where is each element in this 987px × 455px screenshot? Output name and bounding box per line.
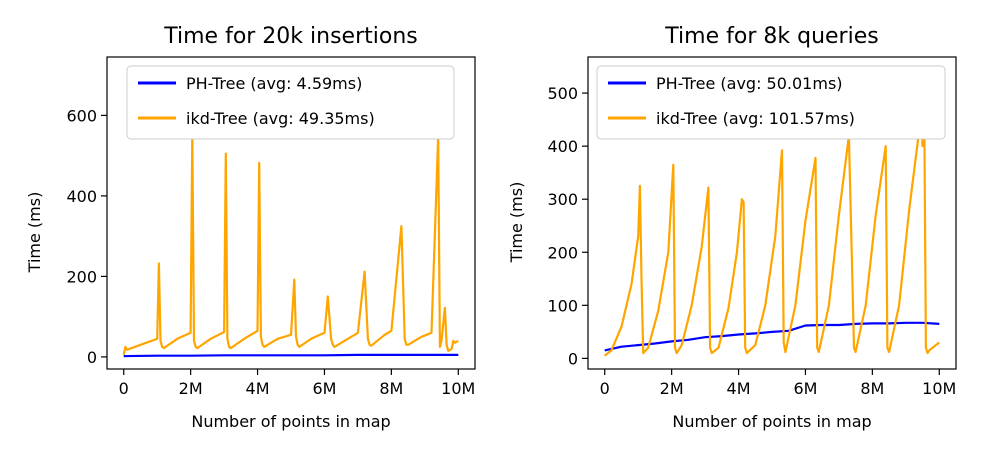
legend-label-ph-tree: PH-Tree (avg: 50.01ms) — [656, 74, 843, 93]
series-lines — [604, 65, 940, 357]
y-tick-label: 200 — [66, 267, 97, 286]
x-tick-label: 8M — [379, 379, 403, 398]
y-tick-label: 0 — [568, 349, 578, 368]
y-tick-label: 500 — [547, 84, 578, 103]
y-axis-label: Time (ms) — [507, 182, 526, 264]
x-tick-label: 8M — [860, 379, 884, 398]
legend: PH-Tree (avg: 4.59ms) ikd-Tree (avg: 49.… — [126, 65, 455, 140]
y-tick-label: 600 — [66, 106, 97, 125]
axis-ticks: 0 2M 4M 6M 8M 10M 0 200 400 600 — [66, 106, 475, 398]
legend-box — [126, 65, 455, 140]
chart-title: Time for 8k queries — [664, 24, 878, 49]
x-tick-label: 2M — [660, 379, 684, 398]
legend-box — [596, 65, 946, 140]
x-tick-label: 10M — [922, 379, 956, 398]
x-tick-label: 0 — [119, 379, 129, 398]
series-line-ikd-tree — [604, 65, 940, 357]
plot-frame — [587, 56, 957, 370]
axis-ticks: 0 2M 4M 6M 8M 10M 0 100 200 300 400 500 — [547, 84, 956, 398]
y-tick-label: 300 — [547, 190, 578, 209]
y-tick-label: 0 — [87, 348, 97, 367]
legend-label-ikd-tree: ikd-Tree (avg: 49.35ms) — [186, 109, 375, 128]
x-axis-label: Number of points in map — [672, 412, 871, 431]
x-tick-label: 4M — [246, 379, 270, 398]
legend: PH-Tree (avg: 50.01ms) ikd-Tree (avg: 10… — [596, 65, 946, 140]
x-tick-label: 6M — [312, 379, 336, 398]
series-line-ikd-tree — [122, 135, 459, 356]
series-line-ph-tree — [123, 353, 459, 358]
y-axis-label: Time (ms) — [25, 192, 44, 274]
chart-queries: Time for 8k queries Number of points in … — [507, 24, 957, 431]
legend-label-ikd-tree: ikd-Tree (avg: 101.57ms) — [656, 109, 855, 128]
legend-label-ph-tree: PH-Tree (avg: 4.59ms) — [186, 74, 362, 93]
chart-insertions: Time for 20k insertions Number of points… — [25, 24, 476, 431]
chart-title: Time for 20k insertions — [163, 24, 418, 49]
x-axis-label: Number of points in map — [191, 412, 390, 431]
x-tick-label: 4M — [727, 379, 751, 398]
series-line-ph-tree — [604, 321, 940, 352]
y-tick-label: 400 — [66, 187, 97, 206]
plot-frame — [106, 56, 476, 370]
x-tick-label: 0 — [600, 379, 610, 398]
x-tick-label: 6M — [793, 379, 817, 398]
series-lines — [122, 135, 459, 358]
y-tick-label: 200 — [547, 243, 578, 262]
x-tick-label: 2M — [179, 379, 203, 398]
y-tick-label: 400 — [547, 137, 578, 156]
y-tick-label: 100 — [547, 296, 578, 315]
x-tick-label: 10M — [441, 379, 475, 398]
